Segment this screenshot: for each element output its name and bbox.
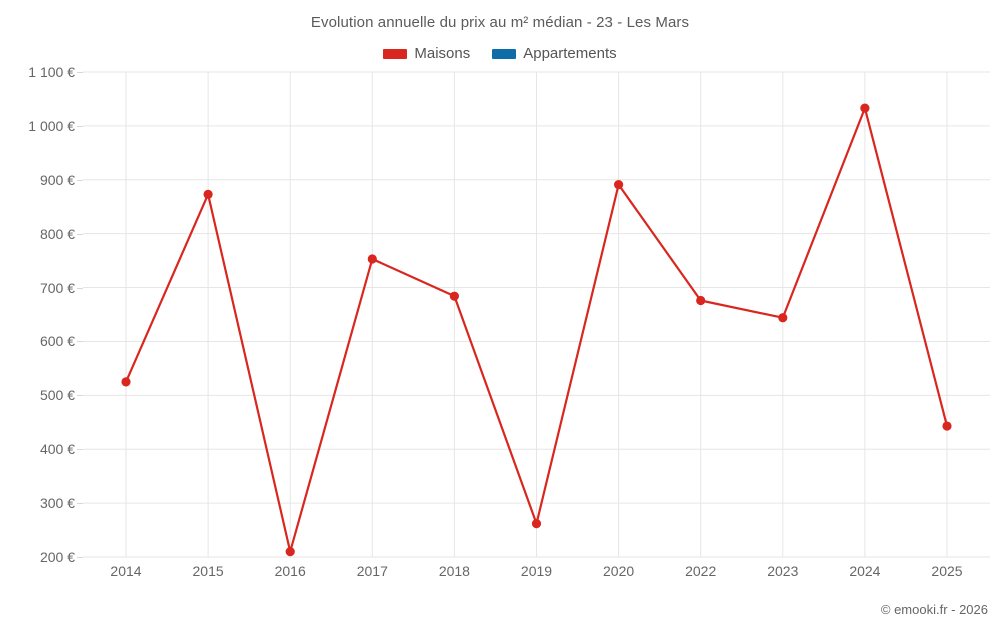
x-axis-tick-label: 2022 — [685, 563, 717, 579]
data-point[interactable]: 2022 : 676 € — [696, 295, 706, 306]
x-axis-tick-label: 2014 — [110, 563, 142, 579]
y-axis-tick-mark — [77, 179, 83, 181]
y-axis-tick-mark — [77, 341, 83, 343]
legend-label-appartements: Appartements — [523, 45, 617, 62]
chart-legend: Maisons Appartements — [0, 45, 1000, 62]
x-axis-tick-label: 2025 — [931, 563, 963, 579]
data-point[interactable]: 2017 : 753 € — [367, 254, 377, 264]
y-axis-tick-label: 900 € — [39, 171, 75, 188]
data-point[interactable]: 2015 : 873 € — [203, 189, 213, 199]
y-axis-labels: 1 100 € 1 000 € 900 € 800 € 700 € 600 € 500 € 4… — [0, 64, 83, 565]
data-point[interactable]: 2020 : 891 € — [614, 180, 624, 190]
data-point[interactable]: 2023 : 644 € — [778, 313, 788, 323]
plot-area: 2014 : 525 € 2015 : 873 € 2016 : 210 € 2017… — [83, 71, 990, 558]
y-axis-tick-mark — [77, 557, 83, 558]
y-axis-tick-mark — [77, 449, 83, 451]
y-axis-tick-label: 1 000 € — [28, 117, 75, 134]
data-point[interactable]: 2018 : 684 € — [449, 291, 459, 301]
y-axis-tick-label: 700 € — [39, 279, 75, 296]
y-axis-tick-label: 300 € — [39, 495, 75, 512]
y-axis-tick-label: 600 € — [39, 333, 75, 350]
data-point[interactable]: 2019 : 262 € — [531, 518, 542, 529]
x-axis-tick-label: 2024 — [849, 563, 881, 579]
x-axis-tick-label: 2023 — [767, 563, 799, 579]
data-point[interactable]: 2014 : 525 € — [121, 377, 131, 387]
y-axis-tick-mark — [77, 72, 83, 73]
x-axis-tick-label: 2016 — [274, 563, 306, 579]
x-axis-tick-label: 2020 — [603, 563, 635, 579]
legend-item-maisons[interactable]: Maisons — [383, 45, 470, 62]
y-axis-tick-label: 400 € — [39, 441, 75, 458]
x-axis-labels: 2014 2015 2016 2017 2018 2019 2020 2022 2023 2024… — [83, 563, 990, 587]
legend-swatch-maisons — [383, 48, 408, 59]
legend-item-appartements[interactable]: Appartements — [492, 45, 617, 62]
plot-svg: 2014 : 525 € 2015 : 873 € 2016 : 210 € 2017… — [83, 71, 990, 558]
y-axis-tick-label: 1 100 € — [28, 64, 75, 80]
y-axis-tick-label: 800 € — [39, 225, 75, 242]
y-axis-tick-label: 500 € — [39, 387, 75, 404]
chart-title: Evolution annuelle du prix au m² médian … — [310, 14, 690, 31]
x-axis-tick-label: 2019 — [520, 563, 553, 579]
data-point[interactable]: 2024 : 1033 € — [860, 103, 870, 113]
x-axis-tick-label: 2017 — [356, 563, 388, 579]
data-point[interactable]: 2016 : 210 € — [285, 547, 295, 557]
legend-swatch-appartements — [492, 48, 517, 59]
y-axis-tick-mark — [77, 395, 83, 397]
y-axis-tick-mark — [77, 125, 83, 127]
x-axis-tick-label: 2018 — [438, 563, 470, 579]
y-axis-tick-mark — [77, 233, 83, 235]
legend-label-maisons: Maisons — [414, 45, 471, 62]
x-axis-tick-label: 2015 — [192, 563, 224, 579]
y-axis-tick-mark — [77, 287, 83, 289]
y-axis-tick-label: 200 € — [39, 549, 75, 565]
y-axis-tick-mark — [77, 503, 83, 505]
data-point[interactable]: 2025 : 443 € — [942, 421, 952, 431]
footer-credit: © emooki.fr - 2026 — [880, 602, 988, 617]
